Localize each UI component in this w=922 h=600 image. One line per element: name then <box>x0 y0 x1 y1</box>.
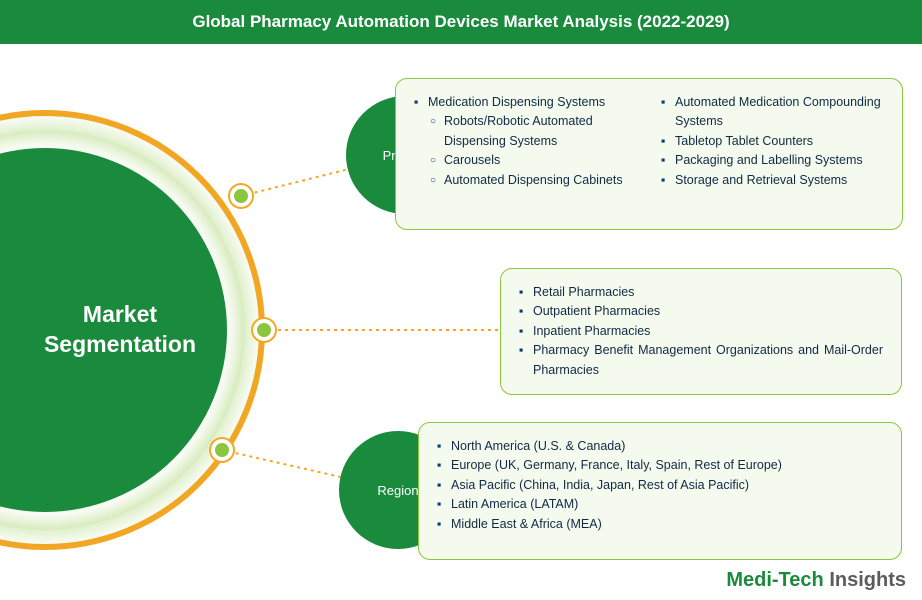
ring-dot-enduser <box>253 319 275 341</box>
card-region-list: North America (U.S. & Canada)Europe (UK,… <box>437 437 883 534</box>
center-label-line2: Segmentation <box>44 331 196 357</box>
card-product-col1: Medication Dispensing SystemsRobots/Robo… <box>414 93 637 190</box>
brand-logo: Medi-Tech Insights <box>726 569 906 592</box>
list-item: Storage and Retrieval Systems <box>661 171 884 190</box>
list-item: Medication Dispensing Systems <box>414 93 637 112</box>
brand-part1: Medi-Tech <box>726 569 823 591</box>
list-item: Packaging and Labelling Systems <box>661 151 884 170</box>
list-item: Retail Pharmacies <box>519 283 883 302</box>
card-product-col2: Automated Medication Compounding Systems… <box>661 93 884 190</box>
ring-dot-product <box>230 185 252 207</box>
brand-part2: Insights <box>824 569 906 591</box>
ring-dot-region <box>211 439 233 461</box>
list-item: Automated Medication Compounding Systems <box>661 93 884 132</box>
card-enduser-list: Retail PharmaciesOutpatient PharmaciesIn… <box>519 283 883 380</box>
list-item: Latin America (LATAM) <box>437 495 883 514</box>
list-item: Pharmacy Benefit Management Organization… <box>519 341 883 380</box>
card-region: North America (U.S. & Canada)Europe (UK,… <box>418 422 902 560</box>
card-enduser: Retail PharmaciesOutpatient PharmaciesIn… <box>500 268 902 395</box>
list-item: North America (U.S. & Canada) <box>437 437 883 456</box>
list-item: Middle East & Africa (MEA) <box>437 515 883 534</box>
list-item: Europe (UK, Germany, France, Italy, Spai… <box>437 456 883 475</box>
list-item: Inpatient Pharmacies <box>519 322 883 341</box>
list-item: Carousels <box>414 151 637 170</box>
card-product: Medication Dispensing SystemsRobots/Robo… <box>395 78 903 230</box>
header-title: Global Pharmacy Automation Devices Marke… <box>192 12 729 32</box>
list-item: Robots/Robotic Automated Dispensing Syst… <box>414 112 637 151</box>
category-label-region: Region <box>377 483 418 498</box>
list-item: Automated Dispensing Cabinets <box>414 171 637 190</box>
header-bar: Global Pharmacy Automation Devices Marke… <box>0 0 922 44</box>
center-label-line1: Market <box>83 301 157 327</box>
list-item: Outpatient Pharmacies <box>519 302 883 321</box>
list-item: Tabletop Tablet Counters <box>661 132 884 151</box>
center-label: Market Segmentation <box>44 300 196 360</box>
center-circle: Market Segmentation <box>0 110 265 550</box>
list-item: Asia Pacific (China, India, Japan, Rest … <box>437 476 883 495</box>
